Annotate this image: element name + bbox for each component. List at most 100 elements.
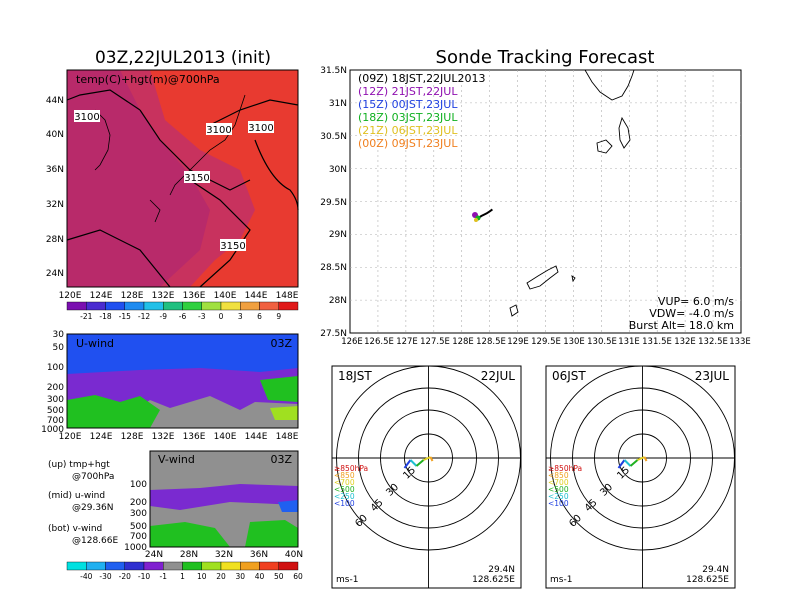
colorbar-swatch [66, 561, 87, 571]
svg-text:3100: 3100 [74, 112, 99, 123]
colorbar-tick-label: 3 [238, 312, 243, 321]
tick-label: 133E [729, 337, 751, 347]
colorbar-tick-label: -3 [198, 312, 206, 321]
v-wind-panel: V-wind 03Z [149, 450, 299, 548]
colorbar-swatch [259, 561, 279, 571]
island-kikai [571, 275, 576, 283]
colorbar-swatch [201, 301, 222, 311]
left-title: 03Z,22JUL2013 (init) [95, 48, 271, 68]
tick-label: 27.5N [320, 329, 347, 339]
colorbar-swatch [278, 561, 299, 571]
colorbar-swatch [259, 301, 279, 311]
colorbar-swatch [278, 301, 299, 311]
tick-label: 36N [250, 550, 268, 560]
hodo-trace-segment [415, 459, 425, 467]
colorbar-tick-label: 30 [235, 572, 245, 581]
map-y-ticks: 31.5N 31N 30.5N 30N 29.5N 29N 28.5N 28N … [320, 66, 347, 339]
tick-label: 28N [46, 235, 64, 245]
panel-notes: (up) tmp+hgt @700hPa (mid) u-wind @29.36… [48, 460, 118, 546]
island-tanegashima [618, 116, 631, 149]
tick-label: 130.5E [587, 337, 617, 347]
tick-label: 130E [563, 337, 585, 347]
track-map-panel [349, 69, 742, 334]
hodo-level-label: <700 [548, 478, 569, 487]
tick-label: 700 [130, 532, 147, 542]
hodo-date: 23JUL [695, 369, 730, 383]
tick-label: 127.5E [420, 337, 450, 347]
contour-label-3 [248, 121, 274, 133]
coastline-korea [94, 109, 111, 171]
svg-text:3100: 3100 [206, 125, 231, 136]
hodo-level-label: <100 [334, 499, 355, 508]
tick-label: 1000 [41, 425, 64, 435]
colorbar-swatch [105, 301, 125, 311]
u-x-ticks: 120E 124E 128E 132E 136E 140E 144E 148E [59, 432, 299, 442]
svg-text:3150: 3150 [220, 241, 245, 252]
tick-label: 128E [121, 291, 144, 301]
tick-label: 129.5E [531, 337, 561, 347]
hodo-trace-segment [617, 459, 626, 469]
hodo-level-label: <250 [548, 492, 569, 501]
contour-label-2 [206, 123, 232, 135]
tick-label: 144E [245, 291, 268, 301]
tick-label: 29N [329, 230, 347, 240]
hodo-trace-segment [629, 459, 639, 467]
tick-label: 50 [53, 343, 65, 353]
tick-label: 132.5E [698, 337, 728, 347]
hodo-level-label: <500 [548, 485, 569, 494]
contour-label-5 [220, 239, 246, 251]
note-top-line1: (up) tmp+hgt [48, 460, 110, 470]
colorbar-swatch [220, 301, 241, 311]
v-wind-time: 03Z [270, 453, 292, 466]
v-y-ticks: 100 200 300 500 700 1000 [124, 480, 147, 553]
tick-label: 36N [46, 165, 64, 175]
tick-label: 29.5N [320, 198, 347, 208]
island-yakushima [596, 139, 613, 154]
right-title: Sonde Tracking Forecast [436, 47, 655, 68]
tick-label: 700 [47, 416, 64, 426]
u-wind-label: U-wind [76, 337, 114, 350]
colorbar-swatch [163, 301, 183, 311]
colorbar-swatch [86, 301, 106, 311]
contour-label-4 [184, 171, 210, 183]
tick-label: 120E [59, 432, 82, 442]
note-mid-line2: @29.36N [72, 503, 114, 513]
hodo-trace-segment [623, 459, 632, 467]
hodo-frame [545, 365, 736, 589]
tick-label: 1000 [124, 543, 147, 553]
colorbar-tick-label: -10 [138, 572, 150, 581]
tick-label: 148E [276, 291, 299, 301]
tick-label: 124E [90, 432, 113, 442]
hodo-lat: 29.4N [702, 565, 729, 575]
tick-label: 127E [396, 337, 418, 347]
legend-entry-00z: (00Z) 09JST,23JUL [358, 137, 458, 150]
tick-label: 136E [183, 432, 206, 442]
hodo-lon: 128.625E [686, 575, 729, 585]
temp-colorbar: -21 -18 -15 -12 -9 -6 -3 0 3 6 9 [66, 301, 299, 321]
temp-core-region [67, 70, 210, 287]
note-bot-line1: (bot) v-wind [48, 524, 102, 534]
svg-text:3150: 3150 [184, 173, 209, 184]
colorbar-swatch [163, 561, 183, 571]
tick-label: 126.5E [364, 337, 394, 347]
colorbar-swatch [220, 561, 241, 571]
colorbar-tick-label: 0 [219, 312, 224, 321]
legend-entry-12z: (12Z) 21JST,22JUL [358, 85, 458, 98]
hodo-time: 06JST [552, 369, 586, 383]
hodo-trace-segment [423, 456, 431, 461]
tick-label: 128E [452, 337, 474, 347]
colorbar-tick-label: 9 [276, 312, 281, 321]
hodo-trace-segment [403, 459, 412, 469]
legend-entry-09z: (09Z) 18JST,22JUL2013 [358, 72, 485, 85]
hodo-lon: 128.625E [472, 575, 515, 585]
map-params: VUP= 6.0 m/s VDW= -4.0 m/s Burst Alt= 18… [629, 295, 735, 332]
hodo-unit: ms-1 [336, 575, 358, 585]
hodo-level-label: <250 [334, 492, 355, 501]
colorbar-tick-label: -18 [99, 312, 111, 321]
tick-label: 120E [59, 291, 82, 301]
coastline-kyushu [584, 69, 635, 101]
tick-label: 40N [285, 550, 303, 560]
colorbar-tick-label: -15 [119, 312, 131, 321]
hodo-frame [331, 365, 522, 589]
